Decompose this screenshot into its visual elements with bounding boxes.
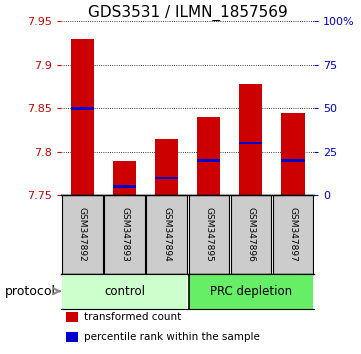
Bar xyxy=(104,195,145,274)
Bar xyxy=(66,312,78,322)
Bar xyxy=(188,274,313,309)
Bar xyxy=(155,177,178,179)
Bar xyxy=(155,139,178,195)
Bar xyxy=(239,142,262,144)
Bar xyxy=(66,332,78,342)
Bar xyxy=(197,159,220,162)
Bar xyxy=(71,107,94,110)
Bar xyxy=(282,113,305,195)
Bar xyxy=(71,39,94,195)
Text: GSM347897: GSM347897 xyxy=(288,207,297,262)
Bar xyxy=(197,117,220,195)
Bar xyxy=(113,185,136,188)
Bar xyxy=(282,159,305,162)
Bar xyxy=(188,195,229,274)
Title: GDS3531 / ILMN_1857569: GDS3531 / ILMN_1857569 xyxy=(88,5,288,21)
Text: GSM347892: GSM347892 xyxy=(78,207,87,262)
Bar xyxy=(239,84,262,195)
Text: GSM347895: GSM347895 xyxy=(204,207,213,262)
Bar xyxy=(273,195,313,274)
Text: control: control xyxy=(104,285,145,298)
Bar xyxy=(62,195,103,274)
Text: GSM347893: GSM347893 xyxy=(120,207,129,262)
Bar xyxy=(113,161,136,195)
Text: transformed count: transformed count xyxy=(84,312,181,322)
Text: percentile rank within the sample: percentile rank within the sample xyxy=(84,332,260,342)
Text: protocol: protocol xyxy=(5,285,56,298)
Bar xyxy=(62,274,187,309)
Bar xyxy=(147,195,187,274)
Bar xyxy=(231,195,271,274)
Text: GSM347894: GSM347894 xyxy=(162,207,171,262)
Text: GSM347896: GSM347896 xyxy=(247,207,255,262)
Text: PRC depletion: PRC depletion xyxy=(210,285,292,298)
